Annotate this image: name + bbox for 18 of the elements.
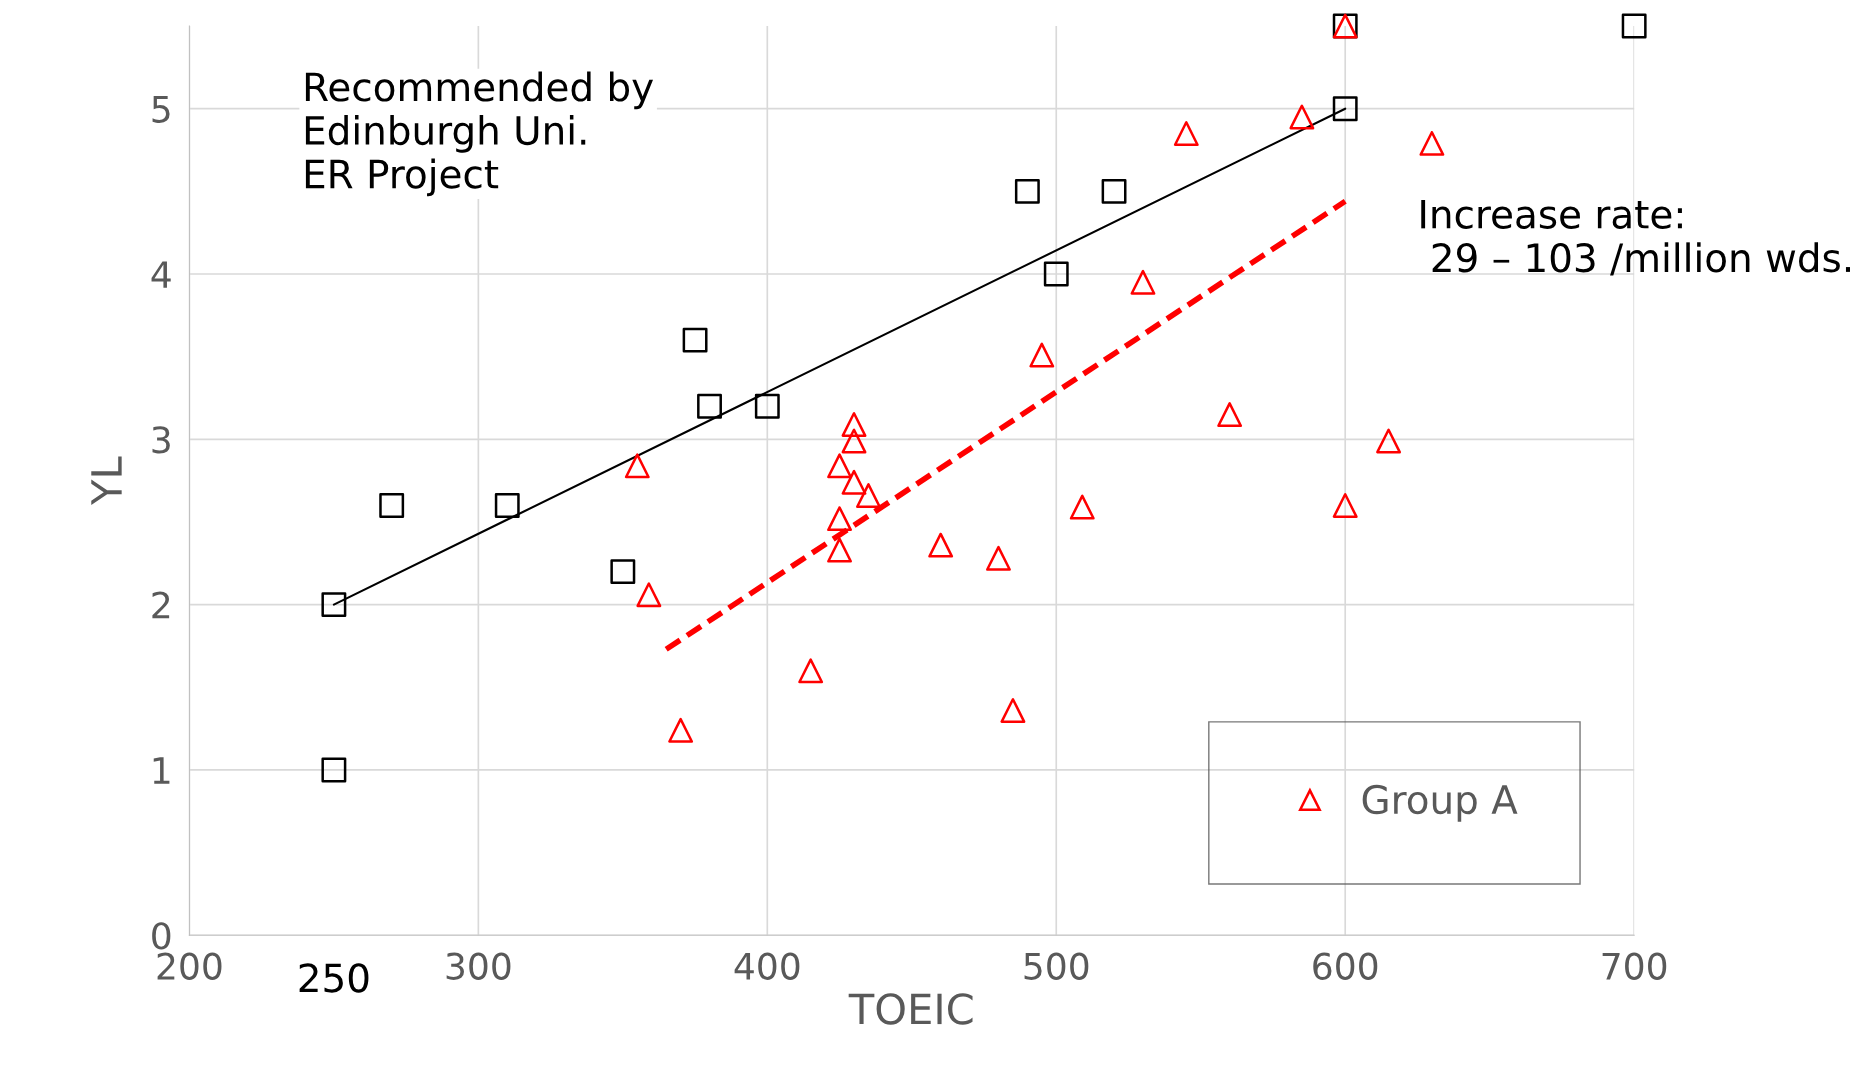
text: 250 (299, 963, 369, 993)
y-tick-label: 4 (151, 261, 171, 288)
annotation: Increase rate: 29 – 103 /million wds. (1421, 199, 1850, 276)
x-tick-label: 700 (1602, 952, 1667, 980)
x-tick-label: 600 (1313, 952, 1378, 980)
y-tick-label: 0 (152, 922, 171, 950)
y-tick-label: 2 (152, 591, 170, 619)
x-tick-label: 200 (157, 952, 222, 980)
x-tick-label: 300 (446, 952, 511, 980)
y-axis-title: YL (91, 456, 122, 506)
y-tick-label: 1 (153, 757, 170, 784)
x-axis-title: TOEIC (848, 993, 973, 1025)
y-tick-label: 3 (152, 426, 170, 454)
x-tick-label: 500 (1024, 952, 1089, 980)
y-tick-label: 5 (152, 96, 170, 123)
annotation: Recommended by Edinburgh Uni. ER Project (305, 71, 654, 197)
legend-label: Group A (1362, 784, 1518, 822)
x-tick-label: 400 (734, 952, 800, 980)
